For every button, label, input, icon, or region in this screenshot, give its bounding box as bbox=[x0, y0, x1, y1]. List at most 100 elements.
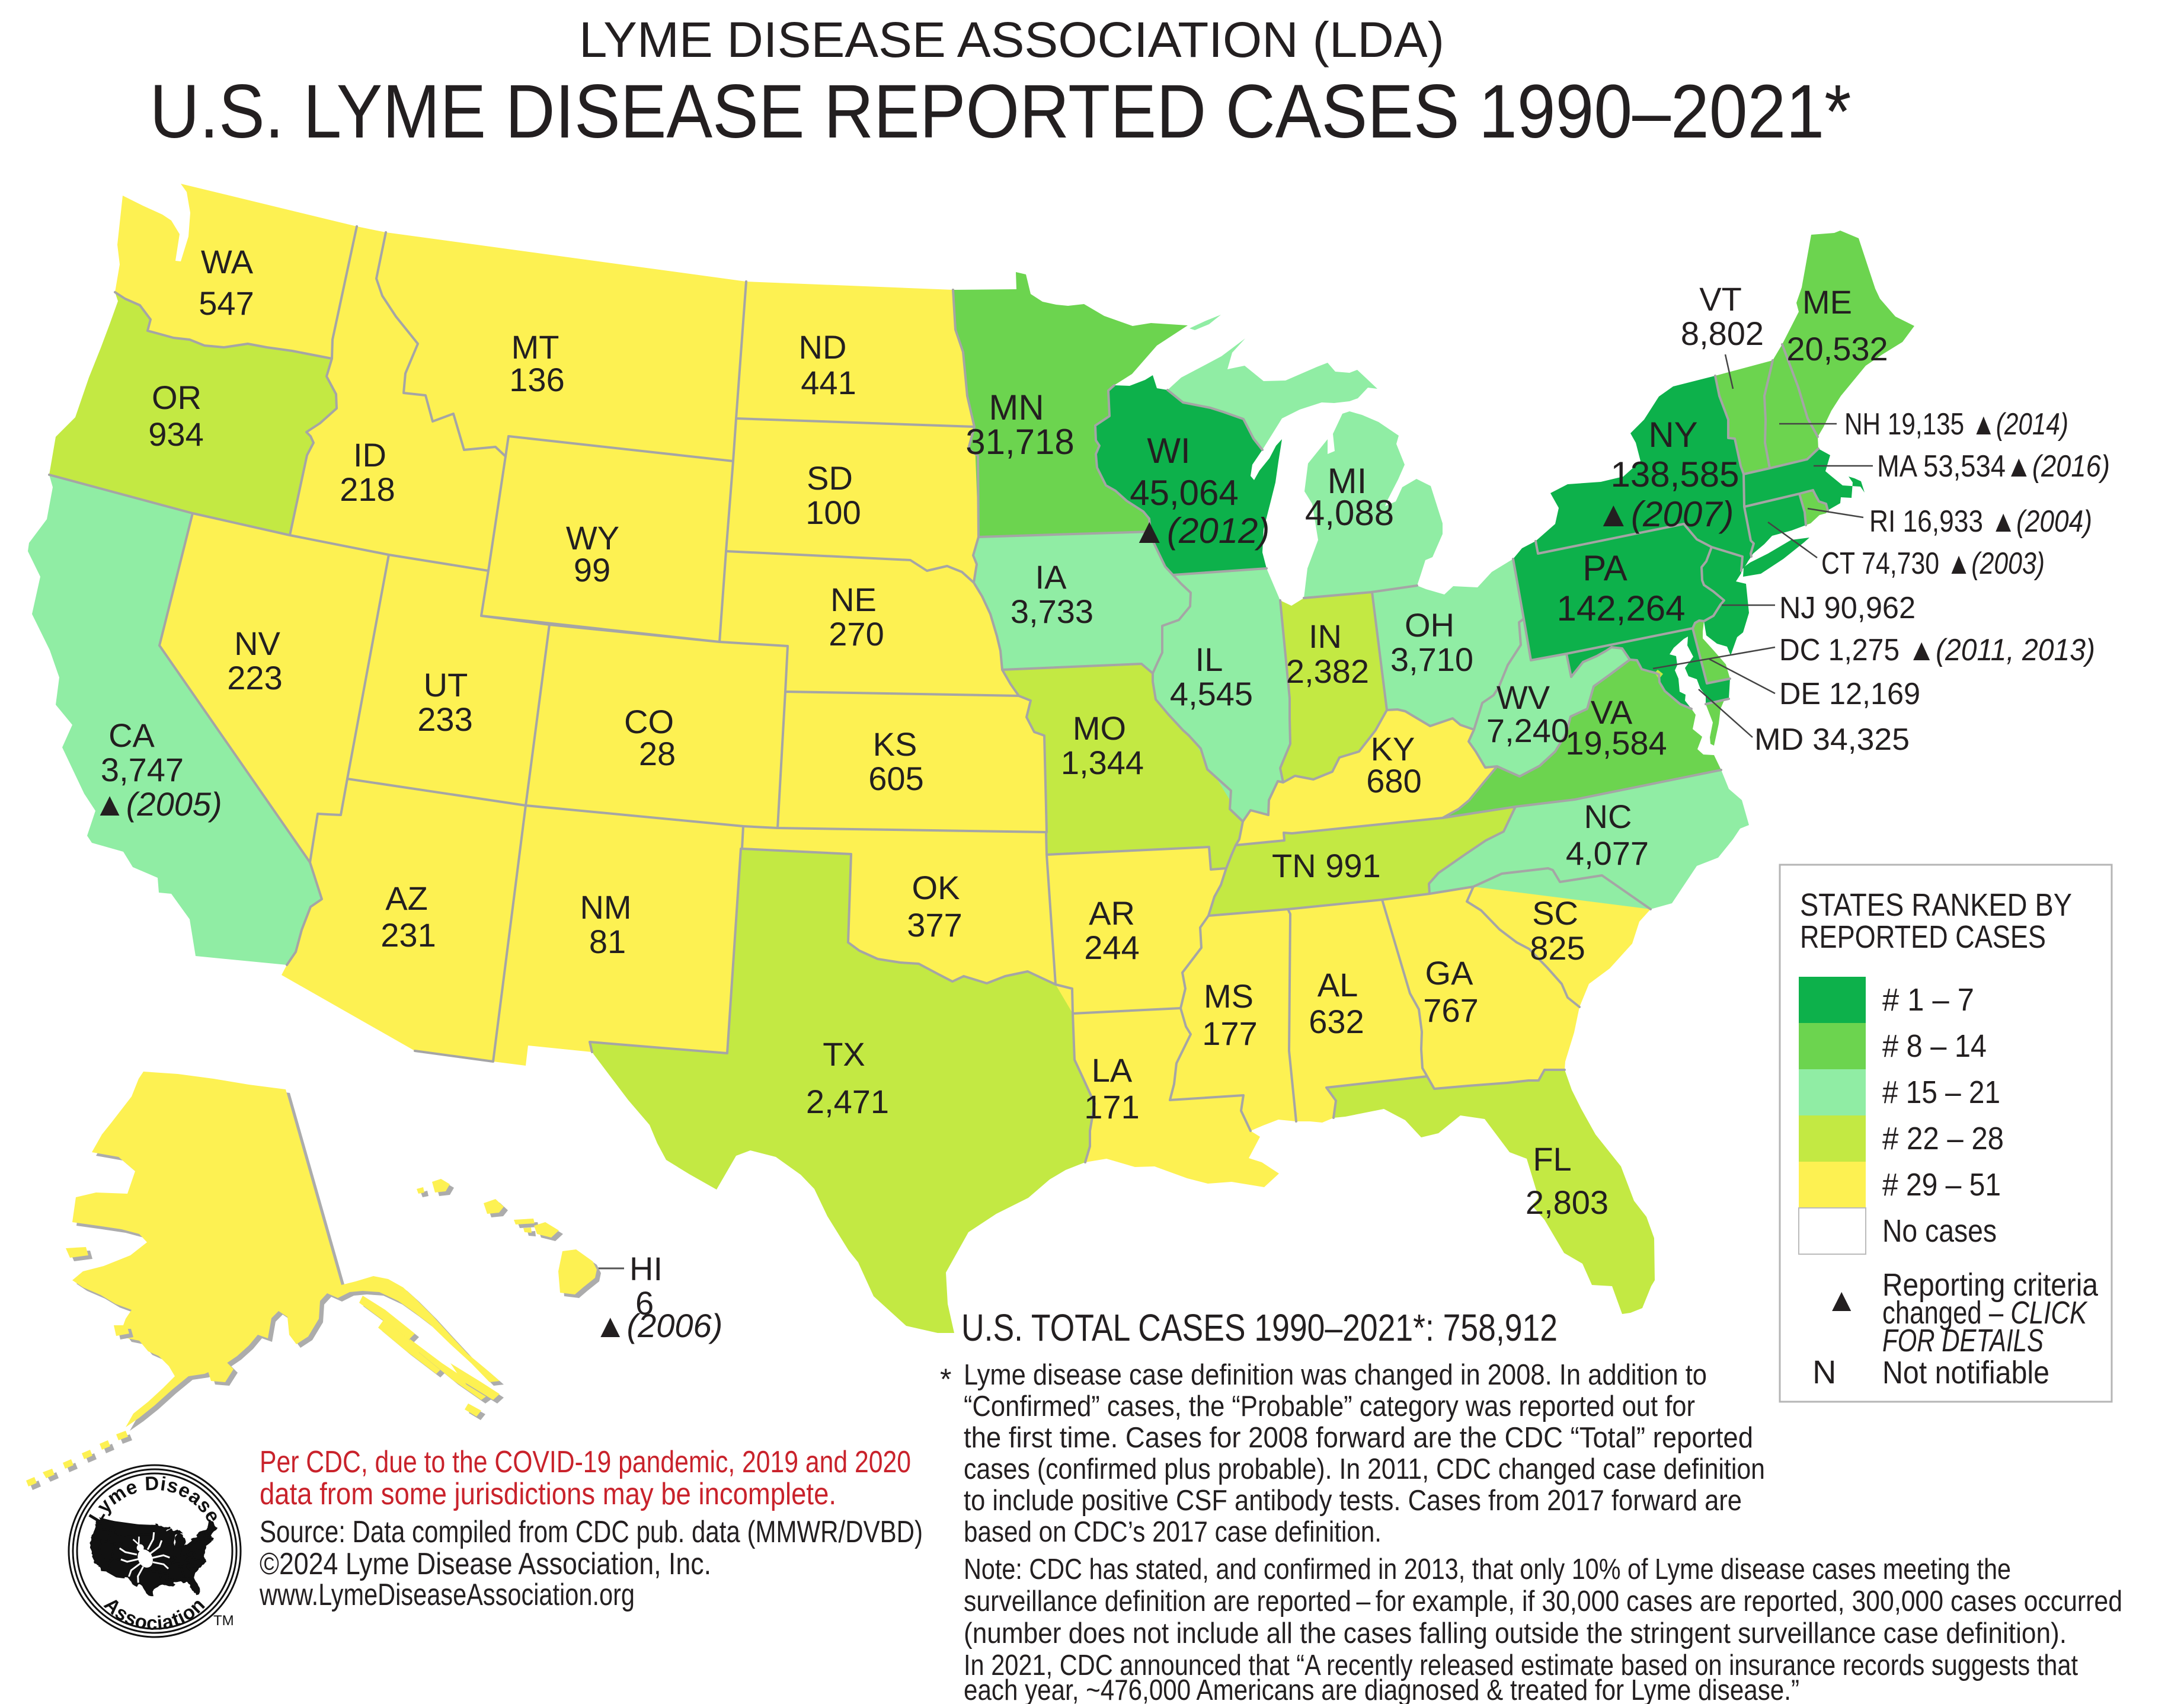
svg-text:to include positive CSF antibo: to include positive CSF antibody tests. … bbox=[964, 1485, 1742, 1517]
svg-text:8,802: 8,802 bbox=[1681, 315, 1764, 352]
svg-text:VT: VT bbox=[1699, 280, 1742, 318]
svg-text:MN: MN bbox=[989, 388, 1044, 427]
svg-text:No cases: No cases bbox=[1882, 1213, 1997, 1249]
svg-text:231: 231 bbox=[380, 916, 436, 954]
svg-text:Not notifiable: Not notifiable bbox=[1882, 1355, 2049, 1390]
svg-text:NV: NV bbox=[234, 625, 280, 662]
svg-text:19,584: 19,584 bbox=[1565, 724, 1667, 762]
svg-text:AZ: AZ bbox=[385, 880, 428, 917]
svg-text:LA: LA bbox=[1092, 1051, 1133, 1089]
svg-text:surveillance definition are re: surveillance definition are reported – f… bbox=[964, 1585, 2122, 1617]
svg-text:2,382: 2,382 bbox=[1286, 653, 1369, 690]
svg-text:data from some jurisdictions m: data from some jurisdictions may be inco… bbox=[260, 1477, 836, 1511]
svg-text:REPORTED CASES: REPORTED CASES bbox=[1800, 919, 2046, 955]
svg-text:OH: OH bbox=[1405, 606, 1454, 644]
svg-text:▲: ▲ bbox=[1825, 1281, 1857, 1318]
svg-text:2,803: 2,803 bbox=[1526, 1184, 1609, 1221]
svg-text:WV: WV bbox=[1496, 679, 1550, 716]
svg-text:171: 171 bbox=[1084, 1088, 1139, 1126]
svg-text:GA: GA bbox=[1425, 954, 1474, 992]
svg-text:based on CDC’s 2017 case defin: based on CDC’s 2017 case definition. bbox=[964, 1516, 1382, 1548]
svg-text:SC: SC bbox=[1532, 894, 1578, 932]
svg-text:767: 767 bbox=[1423, 992, 1478, 1029]
svg-text:AL: AL bbox=[1318, 966, 1358, 1003]
svg-text:U.S. LYME DISEASE REPORTED CAS: U.S. LYME DISEASE REPORTED CASES 1990–20… bbox=[150, 69, 1852, 154]
svg-text:KS: KS bbox=[873, 725, 917, 763]
svg-text:Source: Data compiled from CDC: Source: Data compiled from CDC pub. data… bbox=[260, 1515, 923, 1549]
svg-text:MA 53,534▲(2016): MA 53,534▲(2016) bbox=[1877, 449, 2110, 484]
svg-text:▲(2007): ▲(2007) bbox=[1596, 494, 1734, 534]
svg-text:MD 34,325: MD 34,325 bbox=[1754, 722, 1910, 757]
svg-text:ME: ME bbox=[1802, 283, 1852, 321]
svg-text:# 8 – 14: # 8 – 14 bbox=[1882, 1028, 1987, 1064]
svg-text:605: 605 bbox=[868, 760, 923, 797]
svg-text:CO: CO bbox=[624, 703, 674, 740]
svg-text:223: 223 bbox=[227, 659, 282, 696]
svg-text:377: 377 bbox=[907, 906, 962, 944]
svg-text:*: * bbox=[940, 1363, 951, 1396]
svg-text:233: 233 bbox=[417, 701, 472, 738]
svg-text:# 1 – 7: # 1 – 7 bbox=[1882, 982, 1974, 1018]
svg-text:HI: HI bbox=[629, 1250, 663, 1287]
svg-text:UT: UT bbox=[424, 666, 468, 704]
svg-text:680: 680 bbox=[1366, 762, 1421, 800]
svg-text:©2024 Lyme Disease Association: ©2024 Lyme Disease Association, Inc. bbox=[260, 1547, 711, 1581]
svg-text:“Confirmed” cases, the “Probab: “Confirmed” cases, the “Probable” catego… bbox=[964, 1390, 1695, 1422]
svg-text:TN 991: TN 991 bbox=[1272, 847, 1381, 884]
svg-text:4,545: 4,545 bbox=[1170, 675, 1253, 712]
svg-text:Note: CDC has stated, and con: Note: CDC has stated, and confirmed in 2… bbox=[964, 1553, 2011, 1585]
svg-text:MI: MI bbox=[1328, 461, 1367, 501]
svg-text:IN: IN bbox=[1309, 618, 1342, 655]
svg-text:99: 99 bbox=[574, 551, 610, 589]
svg-text:▲(2012): ▲(2012) bbox=[1132, 511, 1270, 551]
svg-text:RI 16,933 ▲(2004): RI 16,933 ▲(2004) bbox=[1869, 504, 2092, 539]
svg-text:# 22 – 28: # 22 – 28 bbox=[1882, 1121, 2004, 1156]
svg-text:PA: PA bbox=[1582, 548, 1627, 588]
svg-text:3,747: 3,747 bbox=[101, 751, 184, 788]
svg-text:AR: AR bbox=[1089, 894, 1135, 932]
svg-text:U.S. TOTAL CASES 1990–2021*:: U.S. TOTAL CASES 1990–2021*: 758,912 bbox=[961, 1306, 1558, 1349]
svg-text:OR: OR bbox=[152, 379, 202, 416]
svg-text:1,344: 1,344 bbox=[1061, 744, 1144, 781]
svg-text:441: 441 bbox=[801, 364, 856, 401]
svg-text:142,264: 142,264 bbox=[1557, 589, 1686, 628]
svg-text:Lyme disease case definition w: Lyme disease case definition was changed… bbox=[964, 1359, 1707, 1391]
svg-text:3,733: 3,733 bbox=[1011, 593, 1093, 630]
svg-text:N: N bbox=[1812, 1353, 1836, 1390]
svg-text:STATES RANKED BY: STATES RANKED BY bbox=[1800, 887, 2072, 923]
svg-text:OK: OK bbox=[912, 869, 960, 906]
svg-text:NJ 90,962: NJ 90,962 bbox=[1779, 591, 1916, 625]
svg-text:KY: KY bbox=[1371, 730, 1415, 768]
svg-text:MT: MT bbox=[511, 328, 559, 366]
svg-text:SD: SD bbox=[807, 459, 853, 497]
svg-text:6: 6 bbox=[635, 1284, 654, 1322]
svg-text:177: 177 bbox=[1202, 1015, 1257, 1052]
svg-text:In 2021, CDC announced that “A: In 2021, CDC announced that “A recently … bbox=[964, 1649, 2078, 1681]
svg-text:▲(2005): ▲(2005) bbox=[93, 785, 222, 823]
svg-text:ID: ID bbox=[353, 436, 386, 474]
svg-text:NE: NE bbox=[830, 581, 877, 618]
svg-text:547: 547 bbox=[199, 284, 254, 322]
svg-text:TX: TX bbox=[823, 1035, 865, 1073]
svg-text:NC: NC bbox=[1584, 798, 1632, 835]
svg-text:FL: FL bbox=[1533, 1140, 1571, 1178]
svg-text:# 29 – 51: # 29 – 51 bbox=[1882, 1167, 2001, 1203]
svg-text:# 15 – 21: # 15 – 21 bbox=[1882, 1075, 2000, 1110]
svg-text:IA: IA bbox=[1035, 558, 1067, 596]
svg-text:FOR DETAILS: FOR DETAILS bbox=[1882, 1323, 2044, 1358]
svg-text:IL: IL bbox=[1195, 641, 1223, 678]
svg-text:81: 81 bbox=[589, 923, 626, 960]
svg-text:3,710: 3,710 bbox=[1390, 641, 1473, 678]
svg-text:WA: WA bbox=[201, 243, 254, 280]
svg-text:cases (confirmed plus probable: cases (confirmed plus probable). In 2011… bbox=[964, 1453, 1765, 1485]
svg-text:ND: ND bbox=[799, 328, 847, 366]
svg-text:NH 19,135 ▲(2014): NH 19,135 ▲(2014) bbox=[1844, 407, 2068, 442]
svg-text:MO: MO bbox=[1073, 709, 1126, 747]
svg-text:136: 136 bbox=[509, 361, 564, 398]
svg-text:NY: NY bbox=[1648, 415, 1697, 455]
svg-text:the first time. Cases for 200: the first time. Cases for 2008 forward a… bbox=[964, 1422, 1753, 1454]
svg-text:▲(2006): ▲(2006) bbox=[594, 1307, 722, 1344]
svg-text:Per CDC, due to the COVID-19 p: Per CDC, due to the COVID-19 pandemic, 2… bbox=[260, 1445, 911, 1479]
svg-text:DC 1,275 ▲(2011, 2013): DC 1,275 ▲(2011, 2013) bbox=[1779, 633, 2095, 667]
svg-text:WI: WI bbox=[1147, 431, 1190, 471]
